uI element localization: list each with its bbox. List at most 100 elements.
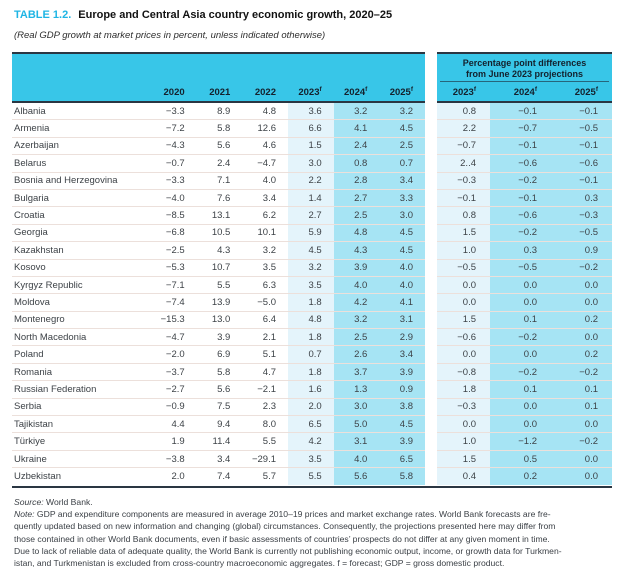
table-row: Türkiye 1.9 11.4 5.5 4.2 3.1 3.9 xyxy=(12,433,425,451)
table-subtitle: (Real GDP growth at market prices in per… xyxy=(14,30,326,41)
growth-value: 6.2 xyxy=(262,210,276,222)
growth-value: 3.4 xyxy=(217,453,231,465)
growth-value: 13.1 xyxy=(211,210,231,222)
growth-value: 4.5 xyxy=(379,120,425,137)
difference-row: −0.8 −0.2 −0.2 xyxy=(437,363,612,382)
note-line-4: Due to lack of reliable data of adequate… xyxy=(14,545,562,556)
table-row: Romania −3.7 5.8 4.7 1.8 3.7 3.9 xyxy=(12,363,425,382)
growth-value: 1.8 xyxy=(288,363,334,381)
difference-value: −0.1 xyxy=(551,137,612,155)
note-label: Note: xyxy=(14,509,35,520)
table-row: Albania −3.3 8.9 4.8 3.6 3.2 3.2 xyxy=(12,103,425,121)
difference-value: −0.6 xyxy=(490,207,551,224)
forecast-superscript: f xyxy=(473,85,476,93)
growth-value: 5.6 xyxy=(217,383,231,395)
growth-value: 3.9 xyxy=(217,331,231,343)
difference-row: −0.1 −0.1 0.3 xyxy=(437,189,612,208)
table-row: Azerbaijan −4.3 5.6 4.6 1.5 2.4 2.5 xyxy=(12,137,425,156)
difference-value: 0.2 xyxy=(551,311,612,329)
difference-value: 1.8 xyxy=(437,381,490,398)
difference-value: −0.6 xyxy=(437,329,490,346)
difference-value: 0.0 xyxy=(437,416,490,433)
growth-value: 6.5 xyxy=(379,450,425,468)
difference-row: 0.0 0.0 0.0 xyxy=(437,294,612,312)
growth-value: 2.5 xyxy=(333,329,380,346)
difference-value: 0.0 xyxy=(437,294,490,311)
difference-value: −0.3 xyxy=(551,207,612,224)
growth-value: 3.1 xyxy=(333,433,380,450)
growth-value: 2.5 xyxy=(333,207,380,224)
difference-row: −0.7 −0.1 −0.1 xyxy=(437,137,612,156)
growth-value: 5.0 xyxy=(333,416,380,433)
difference-value: 1.0 xyxy=(437,433,490,450)
growth-value: 6.5 xyxy=(288,416,334,433)
growth-value: 4.0 xyxy=(379,259,425,276)
difference-value: −1.2 xyxy=(490,433,551,450)
growth-value: 3.5 xyxy=(288,450,334,468)
country-name: Serbia xyxy=(14,401,42,413)
country-name: Croatia xyxy=(14,210,45,222)
growth-value: 2.1 xyxy=(262,331,276,343)
difference-row: 1.8 0.1 0.1 xyxy=(437,381,612,399)
difference-row: 1.0 0.3 0.9 xyxy=(437,242,612,260)
growth-value: 3.5 xyxy=(262,262,276,274)
growth-value: 5.5 xyxy=(262,436,276,448)
growth-value: 6.3 xyxy=(262,279,276,291)
growth-value: 6.9 xyxy=(217,349,231,361)
growth-value: 10.7 xyxy=(211,262,231,274)
growth-value: 4.8 xyxy=(288,311,334,329)
growth-value: 3.0 xyxy=(288,155,334,172)
table-row: Serbia −0.9 7.5 2.3 2.0 3.0 3.8 xyxy=(12,398,425,417)
column-header-2024f: 2024f xyxy=(334,86,380,98)
difference-value: −0.8 xyxy=(437,363,490,381)
difference-value: 0.8 xyxy=(437,103,490,120)
tables-container: 2020 2021 2022 2023f 2024f 2025f Albania… xyxy=(12,52,612,489)
note-line-5: istan, and Turkmenistan is excluded from… xyxy=(14,558,505,569)
country-name: Azerbaijan xyxy=(14,140,59,152)
growth-value: 10.1 xyxy=(257,227,277,239)
growth-value: 1.4 xyxy=(288,189,334,207)
growth-value: 3.2 xyxy=(333,311,380,329)
growth-value: −2.7 xyxy=(165,383,185,395)
difference-value: 1.0 xyxy=(437,242,490,259)
growth-value: −3.7 xyxy=(165,366,185,378)
growth-value: 2.8 xyxy=(333,172,380,189)
table-row: Kyrgyz Republic −7.1 5.5 6.3 3.5 4.0 4.0 xyxy=(12,276,425,295)
difference-value: −0.1 xyxy=(490,103,551,120)
year-label: 2022 xyxy=(254,87,276,98)
difference-value: 0.4 xyxy=(437,468,490,485)
forecast-superscript: f xyxy=(595,85,598,93)
growth-value: −7.4 xyxy=(165,296,185,308)
difference-value: 0.1 xyxy=(551,381,612,398)
table-row: Belarus −0.7 2.4 −4.7 3.0 0.8 0.7 xyxy=(12,155,425,173)
difference-value: −0.2 xyxy=(551,259,612,276)
difference-row: 1.5 −0.2 −0.5 xyxy=(437,224,612,243)
difference-value: 0.0 xyxy=(490,398,551,416)
difference-value: −0.2 xyxy=(490,329,551,346)
difference-value: −0.2 xyxy=(551,433,612,450)
country-name: Albania xyxy=(14,105,46,117)
growth-value: 4.5 xyxy=(379,416,425,433)
growth-value: 4.8 xyxy=(262,105,276,117)
growth-table-header: 2020 2021 2022 2023f 2024f 2025f xyxy=(12,52,425,103)
growth-value: −5.0 xyxy=(257,296,276,308)
difference-row: 0.8 −0.6 −0.3 xyxy=(437,207,612,225)
growth-value: 9.4 xyxy=(217,418,231,430)
country-name: Bulgaria xyxy=(14,192,49,204)
source-text: World Bank. xyxy=(43,497,93,507)
difference-row: 0.0 0.0 0.0 xyxy=(437,416,612,434)
table-row: Uzbekistan 2.0 7.4 5.7 5.5 5.6 5.8 xyxy=(12,468,425,485)
difference-value: −0.5 xyxy=(490,259,551,276)
note-line-2: quently updated based on new information… xyxy=(14,521,556,532)
table-row: Montenegro −15.3 13.0 6.4 4.8 3.2 3.1 xyxy=(12,311,425,330)
difference-value: −0.2 xyxy=(490,172,551,189)
growth-value: 2.5 xyxy=(379,137,425,155)
difference-value: −0.5 xyxy=(437,259,490,276)
growth-value: 3.3 xyxy=(379,189,425,207)
column-header-2025f: 2025f xyxy=(379,86,425,98)
growth-value: 3.2 xyxy=(333,103,380,120)
difference-value: 0.0 xyxy=(551,450,612,468)
growth-value: −0.9 xyxy=(165,401,185,413)
growth-value: 4.8 xyxy=(333,224,380,242)
growth-value: 4.5 xyxy=(379,242,425,259)
